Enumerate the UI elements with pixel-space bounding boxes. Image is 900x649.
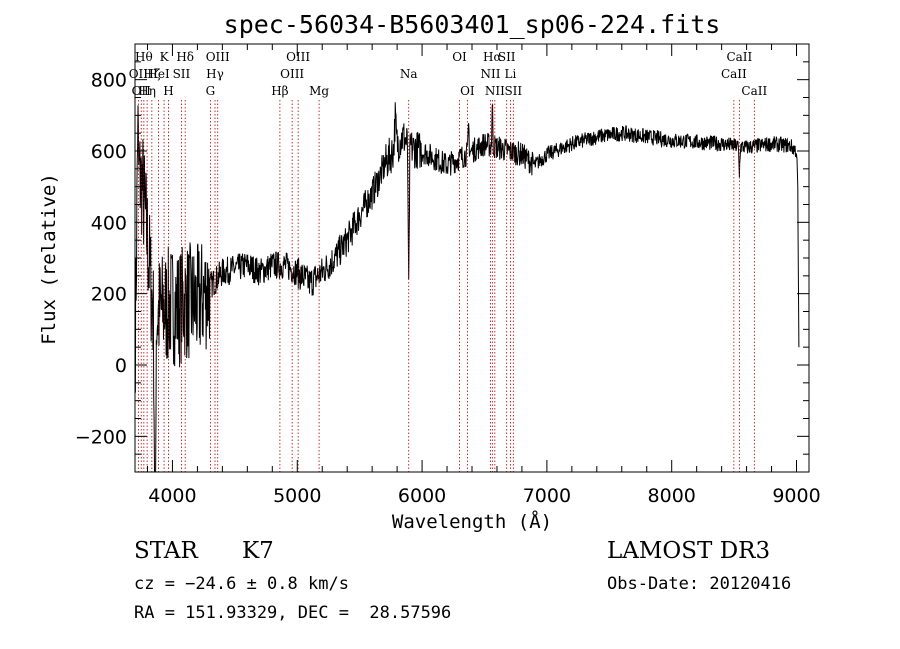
spectral-line-label: H [163,84,173,98]
axis-ticks: 4000 5000 6000 7000 8000 9000 −200 0 200 400 600 80… [75,43,821,507]
y-tick-label: 400 [91,212,127,234]
spectral-line-label: Hζ [143,67,160,81]
spectral-line-label: OII [129,67,149,81]
y-tick-label: 600 [91,141,127,163]
spectral-line-label: OI [452,50,467,64]
spectral-line-label: CaII [721,67,747,81]
sky-coordinates: RA = 151.93329, DEC = 28.57596 [134,603,452,623]
spectral-line-label: Hγ [206,67,224,81]
y-tick-label: 0 [115,355,127,377]
spectral-line-label: OII [132,84,152,98]
emission-line-markers: OIIOIIHθHηHζHeIKHSIIHδGHγOIIIHβOIIIOIIIM… [129,50,767,472]
spectral-line-label: HeI [147,67,170,81]
spectral-line-label: NII [485,84,505,98]
spectral-line-label: OIII [286,50,310,64]
spectral-line-label: Na [400,67,418,81]
spectral-line-label: Hδ [176,50,194,64]
x-tick-label: 6000 [398,485,446,507]
x-tick-label: 9000 [772,485,820,507]
spectral-line-label: SII [504,84,522,98]
spectral-line-label: OIII [206,50,230,64]
redshift-velocity: cz = −24.6 ± 0.8 km/s [134,574,349,594]
spectrum-layer [135,102,800,472]
spectral-line-label: OI [460,84,475,98]
object-class: STAR [134,538,198,564]
spectral-line-label: Hα [483,50,502,64]
spectral-line-label: Mg [309,84,329,98]
y-axis-label: Flux (relative) [38,173,60,345]
y-tick-label: 800 [91,70,127,92]
x-tick-label: 8000 [648,485,696,507]
spectral-line-label: OIII [280,67,304,81]
spectral-line-label: Hθ [135,50,153,64]
plot-area-border [134,43,810,473]
x-tick-label: 7000 [523,485,571,507]
x-tick-label: 4000 [148,485,196,507]
y-tick-label: 200 [91,284,127,306]
x-axis-label: Wavelength (Å) [392,510,552,533]
observation-date: Obs-Date: 20120416 [607,574,792,594]
survey-name: LAMOST DR3 [607,538,771,564]
object-subclass: K7 [242,538,274,564]
chart-title: spec-56034-B5603401_sp06-224.fits [224,10,721,39]
spectral-line-label: NII [480,67,500,81]
plot-frame [134,43,810,473]
y-tick-label: −200 [75,426,127,448]
spectral-line-label: G [206,84,216,98]
spectral-line-label: Hβ [271,84,288,98]
spectral-line-label: CaII [741,84,767,98]
spectral-line-label: K [160,50,170,64]
x-tick-label: 5000 [273,485,321,507]
spectral-line-label: Li [505,67,517,81]
spectral-line-label: SII [498,50,516,64]
spectrum-series-line [135,102,800,472]
spectral-line-label: Hη [138,84,156,98]
spectral-line-label: CaII [726,50,752,64]
spectral-line-label: SII [173,67,191,81]
